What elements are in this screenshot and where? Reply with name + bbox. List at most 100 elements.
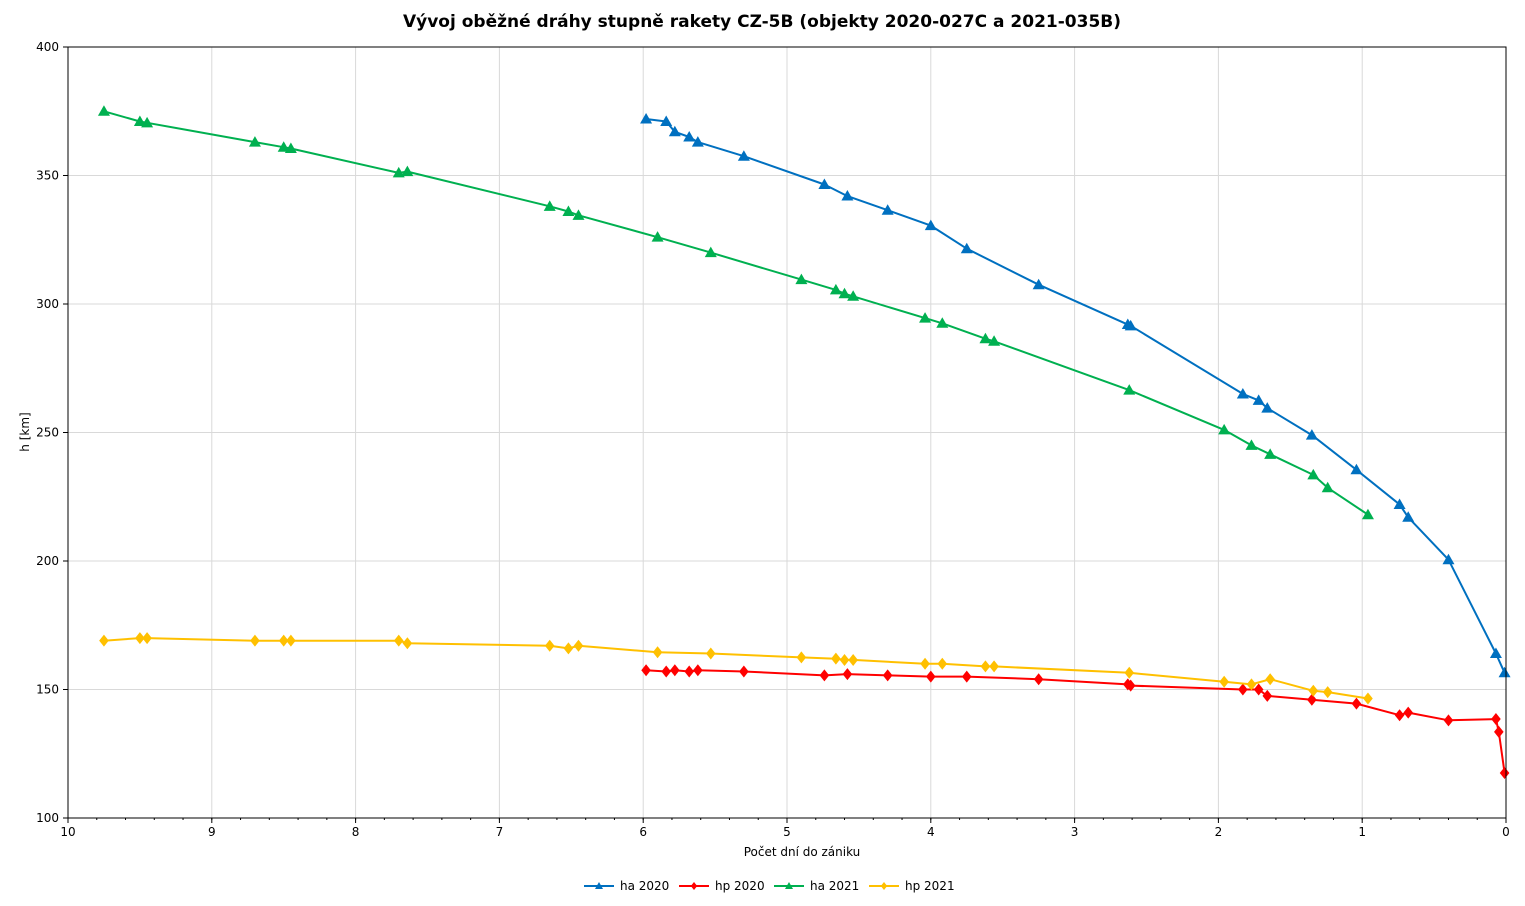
data-point-hp-2021 [544,639,555,652]
y-tick-label: 300 [36,297,59,311]
legend-marker [690,882,698,890]
data-point-ha-2020 [1350,463,1363,475]
data-point-ha-2020 [691,136,704,147]
legend-item-ha-2020: ha 2020 [584,879,669,893]
data-point-ha-2020 [660,115,673,127]
y-axis-label: h [km] [18,412,32,451]
data-point-ha-2020 [960,242,973,254]
data-point-ha-2020 [668,125,681,137]
x-tick-label: 10 [60,825,75,839]
data-point-ha-2021 [284,142,297,154]
data-point-hp-2021 [563,642,574,655]
y-tick-label: 400 [36,40,59,54]
data-point-hp-2021 [402,637,413,650]
data-point-hp-2021 [1124,666,1135,679]
data-point-hp-2020 [1494,725,1504,738]
data-point-hp-2020 [882,669,893,682]
legend-label: ha 2021 [810,879,859,893]
data-point-ha-2020 [924,219,937,231]
data-point-hp-2021 [142,632,152,645]
data-point-hp-2020 [961,670,972,683]
data-point-ha-2020 [640,112,653,124]
data-point-hp-2020 [1262,689,1273,702]
data-point-hp-2021 [705,647,716,660]
data-point-ha-2021 [979,332,992,344]
data-point-ha-2021 [1321,481,1334,493]
data-point-ha-2021 [847,290,860,301]
data-point-ha-2021 [704,246,717,258]
data-point-ha-2020 [1252,394,1265,405]
legend-marker [785,882,793,889]
y-tick-label: 350 [36,169,59,183]
y-tick-label: 250 [36,426,59,440]
y-tick-label: 100 [36,811,59,825]
data-point-hp-2020 [842,668,853,681]
legend-marker [595,882,603,889]
data-point-hp-2020 [739,665,749,678]
data-point-hp-2021 [286,634,296,647]
x-tick-label: 0 [1502,825,1510,839]
data-point-ha-2021 [97,105,110,116]
series-line-ha-2020 [645,118,1506,674]
data-point-hp-2021 [250,634,260,647]
data-point-hp-2021 [1322,686,1333,699]
data-point-ha-2020 [1489,647,1502,659]
data-point-hp-2021 [652,646,663,659]
legend-item-hp-2021: hp 2021 [869,879,955,893]
x-tick-label: 3 [1071,825,1079,839]
series-hp-2021 [99,632,1373,705]
data-point-ha-2021 [277,141,290,152]
data-point-hp-2021 [839,653,850,666]
data-point-ha-2021 [1307,468,1320,480]
data-point-ha-2021 [988,335,1001,346]
legend: ha 2020 hp 2020 ha 2021 hp 2021 [584,879,955,893]
data-point-ha-2020 [1442,553,1455,565]
series-ha-2021 [97,105,1374,520]
data-point-hp-2021 [1219,675,1229,688]
data-point-ha-2020 [841,190,854,201]
data-point-hp-2021 [573,639,584,652]
chart-title: Vývoj oběžné dráhy stupně rakety CZ-5B (… [403,12,1121,32]
data-point-hp-2021 [135,632,145,645]
data-point-ha-2020 [1236,387,1249,399]
data-point-hp-2021 [1363,692,1373,705]
data-point-ha-2020 [818,178,831,189]
data-point-ha-2021 [133,115,146,127]
data-point-hp-2020 [1253,683,1264,696]
data-point-hp-2020 [1238,683,1248,696]
data-point-ha-2020 [737,150,750,161]
plot-series [97,105,1511,780]
data-point-hp-2021 [831,652,841,665]
data-point-hp-2020 [1351,697,1362,710]
data-point-hp-2020 [661,665,672,678]
data-point-ha-2021 [1361,508,1374,520]
data-point-hp-2020 [693,664,703,677]
data-point-hp-2020 [1125,679,1136,692]
data-point-ha-2021 [562,205,575,216]
legend-label: hp 2021 [905,879,955,893]
data-point-hp-2020 [1491,713,1501,726]
data-point-ha-2020 [1261,402,1274,413]
x-axis-label: Počet dní do zániku [744,845,861,859]
data-point-ha-2020 [1402,511,1415,522]
data-point-hp-2020 [819,669,830,682]
data-point-ha-2021 [572,209,585,220]
data-point-hp-2021 [980,660,991,673]
y-tick-label: 150 [36,683,59,697]
x-tick-label: 6 [639,825,647,839]
series-hp-2020 [641,664,1510,780]
legend-label: ha 2020 [620,879,669,893]
data-point-ha-2020 [1305,429,1318,440]
data-point-ha-2021 [1123,384,1136,395]
legend-item-ha-2021: ha 2021 [774,879,859,893]
data-point-hp-2021 [989,660,999,673]
x-tick-label: 4 [927,825,935,839]
y-tick-label: 200 [36,554,59,568]
data-point-hp-2021 [937,657,948,670]
data-point-hp-2020 [1443,714,1454,727]
legend-label: hp 2020 [715,879,765,893]
legend-item-hp-2020: hp 2020 [679,879,765,893]
data-point-hp-2021 [1265,673,1275,686]
